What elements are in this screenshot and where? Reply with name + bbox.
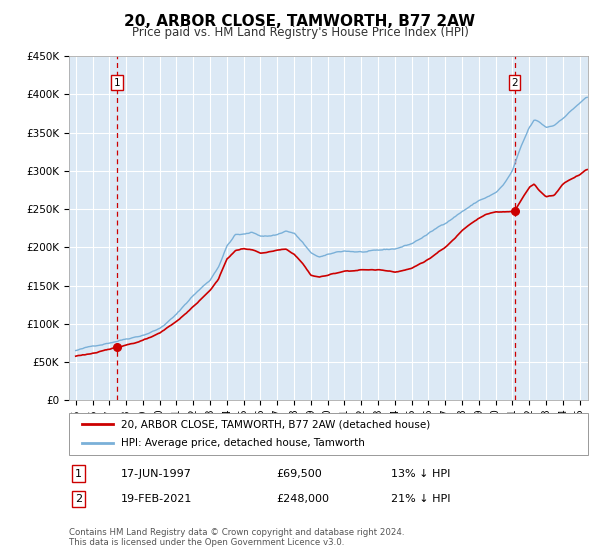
Text: 1: 1: [75, 469, 82, 479]
Text: 20, ARBOR CLOSE, TAMWORTH, B77 2AW: 20, ARBOR CLOSE, TAMWORTH, B77 2AW: [124, 14, 476, 29]
Text: 13% ↓ HPI: 13% ↓ HPI: [391, 469, 450, 479]
Text: 19-FEB-2021: 19-FEB-2021: [121, 494, 192, 504]
Text: 2: 2: [511, 78, 518, 88]
Text: Contains HM Land Registry data © Crown copyright and database right 2024.: Contains HM Land Registry data © Crown c…: [69, 528, 404, 537]
FancyBboxPatch shape: [69, 413, 588, 455]
Text: £248,000: £248,000: [277, 494, 329, 504]
Text: This data is licensed under the Open Government Licence v3.0.: This data is licensed under the Open Gov…: [69, 538, 344, 547]
Text: 17-JUN-1997: 17-JUN-1997: [121, 469, 192, 479]
Text: 20, ARBOR CLOSE, TAMWORTH, B77 2AW (detached house): 20, ARBOR CLOSE, TAMWORTH, B77 2AW (deta…: [121, 419, 430, 429]
Text: 1: 1: [113, 78, 121, 88]
Text: Price paid vs. HM Land Registry's House Price Index (HPI): Price paid vs. HM Land Registry's House …: [131, 26, 469, 39]
Text: 21% ↓ HPI: 21% ↓ HPI: [391, 494, 450, 504]
Text: HPI: Average price, detached house, Tamworth: HPI: Average price, detached house, Tamw…: [121, 438, 365, 449]
Text: 2: 2: [75, 494, 82, 504]
Text: £69,500: £69,500: [277, 469, 322, 479]
